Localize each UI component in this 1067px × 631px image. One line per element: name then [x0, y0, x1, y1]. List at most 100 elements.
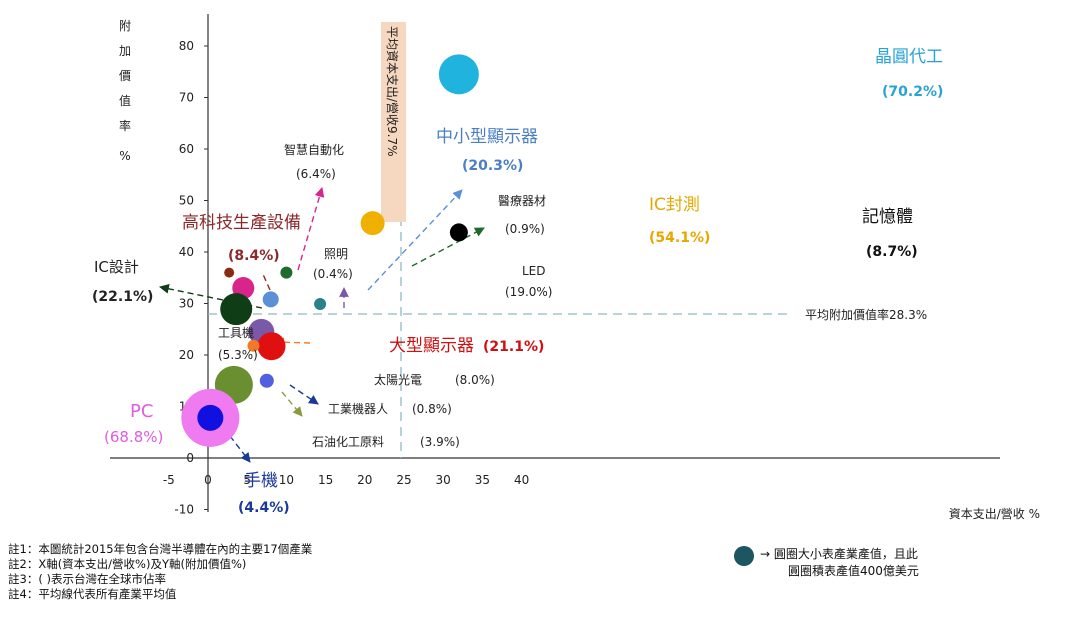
- x-tick-label: 40: [514, 473, 529, 487]
- y-tick-label: 30: [179, 297, 194, 311]
- bubble-太陽光電: [259, 373, 274, 388]
- bubble-IC封測: [360, 211, 385, 236]
- avg-y-label: 平均附加價值率28.3%: [805, 307, 927, 322]
- legend-line-2: 圓圈積表產值400億美元: [788, 564, 919, 578]
- x-axis-title: 資本支出/營收 %: [949, 507, 1040, 521]
- bubble-高科技生產設備: [224, 267, 235, 278]
- label-medical-name: 醫療器材: [498, 194, 546, 208]
- label-automation-name: 智慧自動化: [284, 142, 344, 157]
- arrow-ic-design: [159, 283, 263, 309]
- label-machine-tool-name: 工具機: [218, 325, 254, 340]
- svg-text:%: %: [119, 149, 130, 163]
- bubble-series: [181, 54, 479, 447]
- svg-text:平均資本支出/營收9.7%: 平均資本支出/營收9.7%: [385, 26, 399, 157]
- label-pc-name: PC: [130, 401, 153, 422]
- label-ic-design-name: IC設計: [94, 258, 139, 276]
- bubble-記憶體: [449, 223, 468, 242]
- x-tick-label: 35: [475, 473, 490, 487]
- label-packaging-share: (54.1%): [649, 230, 710, 246]
- label-petrochem-share: (3.9%): [420, 435, 460, 449]
- legend-swatch: [734, 546, 754, 566]
- svg-text:加: 加: [119, 44, 131, 58]
- svg-text:附: 附: [119, 19, 131, 33]
- legend-arrow-icon: →: [760, 547, 771, 561]
- label-robot-share: (0.8%): [412, 402, 452, 416]
- label-memory-share: (8.7%): [866, 244, 918, 260]
- note-2: 註2：X軸(資本支出/營收%)及Y軸(附加價值%): [8, 557, 247, 571]
- label-equipment-share: (8.4%): [228, 248, 280, 264]
- connector-arrows: [159, 187, 485, 463]
- label-solar-share: (8.0%): [455, 373, 495, 387]
- arrow-robot: [289, 384, 319, 405]
- label-automation-share: (6.4%): [296, 167, 336, 181]
- x-tick-label: 0: [204, 473, 212, 487]
- label-robot-name: 工業機器人: [328, 401, 388, 416]
- label-phone-name: 手機: [244, 471, 278, 491]
- note-1: 註1：本圖統計2015年包含台灣半導體在內的主要17個產業: [8, 542, 313, 556]
- label-medical-share: (0.9%): [505, 222, 545, 236]
- label-packaging-name: IC封測: [649, 195, 700, 215]
- legend-line-1: → 圓圈大小表產業產值，且此: [760, 546, 919, 563]
- arrow-phone: [229, 435, 251, 463]
- y-tick-label: 40: [179, 245, 194, 259]
- x-tick-label: 5: [243, 473, 251, 487]
- bubble-手機: [197, 404, 224, 431]
- label-machine-tool-share: (5.3%): [218, 348, 258, 362]
- label-small-display-share: (20.3%): [462, 158, 523, 174]
- svg-text:價: 價: [119, 69, 131, 83]
- y-tick-label: 0: [186, 451, 194, 465]
- x-tick-label: 15: [318, 473, 333, 487]
- label-large-display-name: 大型顯示器: [389, 336, 474, 356]
- bubble-中小型顯示器: [262, 291, 279, 308]
- label-led-share: (19.0%): [505, 285, 552, 299]
- label-large-display-share: (21.1%): [483, 339, 544, 355]
- y-tick-label: 70: [179, 91, 194, 105]
- label-small-display-name: 中小型顯示器: [436, 127, 538, 147]
- label-foundry-name: 晶圓代工: [875, 47, 943, 67]
- bubble-LED: [314, 298, 327, 311]
- x-tick-label: -5: [163, 473, 175, 487]
- label-led-name: LED: [522, 264, 546, 278]
- x-tick-label: 30: [436, 473, 451, 487]
- y-tick-label: 50: [179, 194, 194, 208]
- note-3: 註3：( )表示台灣在全球市佔率: [8, 572, 166, 586]
- x-tick-label: 20: [357, 473, 372, 487]
- size-legend: → 圓圈大小表產業產值，且此 圓圈積表產值400億美元: [760, 546, 919, 580]
- bubble-大型顯示器: [257, 332, 286, 361]
- avg-x-label: 平均資本支出/營收9.7%: [385, 26, 399, 157]
- svg-text:值: 值: [119, 93, 131, 108]
- label-ic-design-share: (22.1%): [92, 289, 153, 305]
- y-tick-label: 20: [179, 348, 194, 362]
- label-lighting-share: (0.4%): [313, 267, 353, 281]
- arrow-small-display: [367, 189, 463, 291]
- legend-line-1-text: 圓圈大小表產業產值，且此: [773, 547, 918, 561]
- notes: 註1：本圖統計2015年包含台灣半導體在內的主要17個產業 註2：X軸(資本支出…: [8, 542, 312, 602]
- y-tick-label: -10: [174, 503, 194, 517]
- label-foundry-share: (70.2%): [882, 84, 943, 100]
- bubble-IC設計: [220, 293, 253, 326]
- note-4: 註4：平均線代表所有產業平均值: [8, 587, 177, 601]
- bubble-labels: 晶圓代工 (70.2%) 記憶體 (8.7%) IC封測 (54.1%) 醫療器…: [92, 47, 943, 516]
- arrow-automation: [297, 187, 325, 271]
- arrow-petrochem: [281, 391, 303, 417]
- arrow-machine-tool: [274, 337, 311, 348]
- label-phone-share: (4.4%): [238, 500, 290, 516]
- svg-text:率: 率: [119, 118, 131, 133]
- arrow-equipment: [261, 271, 271, 291]
- y-tick-label: 60: [179, 142, 194, 156]
- label-solar-name: 太陽光電: [374, 372, 422, 387]
- x-tick-label: 10: [279, 473, 294, 487]
- arrow-medical: [411, 227, 485, 267]
- x-tick-label: 25: [396, 473, 411, 487]
- y-tick-label: 80: [179, 39, 194, 53]
- bubble-醫療器材: [280, 266, 293, 279]
- label-pc-share: (68.8%): [104, 428, 163, 446]
- label-memory-name: 記憶體: [862, 207, 913, 227]
- avg-x-label-box: [381, 22, 406, 222]
- label-lighting-name: 照明: [324, 247, 348, 261]
- avg-y-label-box: [792, 304, 990, 324]
- label-petrochem-name: 石油化工原料: [312, 435, 384, 449]
- label-equipment-name: 高科技生產設備: [182, 213, 301, 233]
